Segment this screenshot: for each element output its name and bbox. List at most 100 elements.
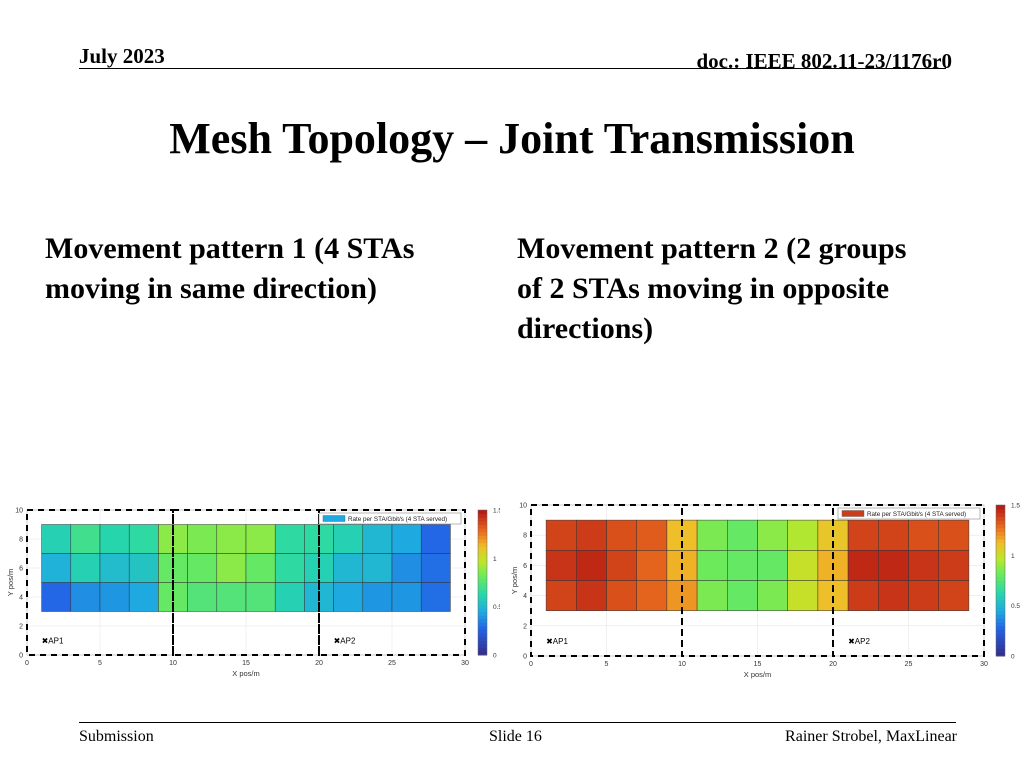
heatmap-cell — [274, 582, 305, 612]
colorbar-segment — [478, 647, 487, 652]
colorbar-segment — [478, 622, 487, 627]
ap-label: ✖AP2 — [334, 637, 356, 646]
heatmap-cell — [938, 580, 970, 611]
colorbar-segment — [478, 618, 487, 623]
heatmap-cell — [727, 580, 758, 611]
heatmap-cell — [696, 580, 728, 611]
footer-author: Rainer Strobel, MaxLinear — [785, 728, 957, 745]
colorbar-segment — [478, 542, 487, 547]
column-heading-pattern-2: Movement pattern 2 (2 groups of 2 STAs m… — [517, 232, 907, 345]
heatmap-cell — [908, 550, 939, 581]
colorbar-segment — [996, 508, 1005, 514]
header-date: July 2023 — [79, 44, 165, 68]
colorbar-segment — [478, 636, 487, 641]
y-tick-label: 0 — [19, 653, 23, 660]
y-tick-label: 8 — [19, 537, 23, 544]
heatmap-cell — [606, 550, 637, 581]
colorbar-segment — [996, 576, 1005, 581]
footer-slide-number: Slide 16 — [489, 728, 542, 745]
colorbar-segment — [996, 523, 1005, 529]
colorbar-segment — [478, 611, 487, 616]
heatmap-cell — [878, 519, 909, 551]
legend-label: Rate per STA/Gbit/s (4 STA served) — [867, 511, 966, 518]
colorbar-segment — [478, 586, 487, 591]
colorbar-segment — [996, 633, 1005, 638]
heatmap-cell — [636, 550, 668, 581]
colorbar-segment — [478, 557, 487, 562]
heatmap-cell — [41, 524, 72, 554]
colorbar-segment — [996, 614, 1005, 619]
legend-swatch — [841, 510, 865, 517]
header-divider — [79, 68, 946, 69]
heatmap-cell — [420, 582, 451, 612]
colorbar-segment — [996, 542, 1005, 548]
colorbar-segment — [996, 554, 1005, 559]
ap-label: ✖AP1 — [546, 637, 568, 646]
colorbar-segment — [478, 604, 487, 609]
x-tick-label: 0 — [25, 660, 29, 667]
colorbar-segment — [996, 580, 1005, 585]
legend-swatch — [322, 515, 346, 522]
heatmap-cell — [787, 519, 819, 551]
colorbar-tick-label: 0.5 — [493, 604, 500, 611]
heatmap-cell — [333, 553, 364, 583]
y-tick-label: 4 — [523, 593, 527, 600]
legend-label: Rate per STA/Gbit/s (4 STA served) — [348, 516, 447, 523]
heatmap-cell — [391, 524, 422, 554]
colorbar-segment — [478, 564, 487, 569]
colorbar-segment — [478, 589, 487, 594]
heatmap-cell — [41, 582, 72, 612]
colorbar-segment — [996, 569, 1005, 574]
x-tick-label: 25 — [388, 660, 396, 667]
colorbar-segment — [478, 626, 487, 631]
colorbar-segment — [478, 651, 487, 656]
heatmap-cell — [938, 550, 970, 581]
heatmap-cell — [576, 580, 607, 611]
colorbar-segment — [478, 582, 487, 587]
heatmap-cell — [391, 553, 422, 583]
colorbar-segment — [996, 644, 1005, 649]
heatmap-cell — [878, 550, 909, 581]
heatmap-cell — [636, 580, 668, 611]
heatmap-cell — [757, 519, 788, 551]
colorbar-frame — [995, 504, 1006, 657]
colorbar-segment — [478, 597, 487, 602]
colorbar-segment — [996, 588, 1005, 593]
heatmap-cell — [787, 580, 819, 611]
colorbar-segment — [478, 568, 487, 573]
heatmap-cell — [70, 553, 101, 583]
colorbar-segment — [996, 557, 1005, 563]
colorbar-segment — [478, 600, 487, 605]
colorbar-segment — [478, 517, 487, 522]
heatmap-cell — [757, 550, 788, 581]
colorbar-segment — [478, 571, 487, 576]
heatmap-cell — [128, 524, 159, 554]
ap-label: ✖AP1 — [42, 637, 64, 646]
colorbar-tick-label: 0 — [1011, 654, 1015, 661]
heatmap-cell — [878, 580, 909, 611]
y-tick-label: 10 — [519, 503, 527, 510]
heatmap-cell — [757, 580, 788, 611]
heatmap-cell — [420, 524, 451, 554]
heatmap-cell — [576, 550, 607, 581]
heatmap-cell — [847, 519, 879, 551]
colorbar-segment — [478, 575, 487, 580]
y-tick-label: 4 — [19, 595, 23, 602]
colorbar-segment — [478, 633, 487, 638]
colorbar-segment — [478, 528, 487, 533]
x-tick-label: 10 — [169, 660, 177, 667]
heatmap-cell — [274, 553, 305, 583]
colorbar-segment — [996, 505, 1005, 510]
colorbar-segment — [478, 524, 487, 529]
colorbar-segment — [478, 644, 487, 649]
x-tick-label: 5 — [605, 661, 609, 668]
colorbar-segment — [996, 516, 1005, 521]
y-tick-label: 6 — [19, 566, 23, 573]
colorbar-segment — [996, 527, 1005, 532]
colorbar-frame — [477, 509, 488, 656]
x-tick-label: 20 — [315, 660, 323, 667]
heatmap-cell — [696, 550, 728, 581]
colorbar-segment — [996, 618, 1005, 623]
colorbar-segment — [478, 549, 487, 554]
